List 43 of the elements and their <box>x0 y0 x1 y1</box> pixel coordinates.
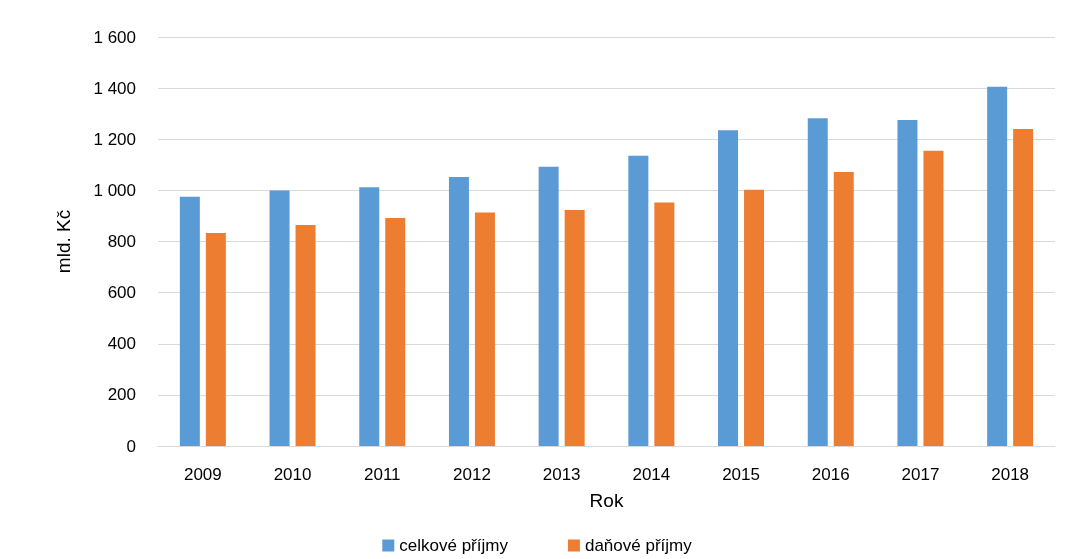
x-tick-label: 2016 <box>811 465 850 484</box>
x-tick-label: 2017 <box>901 465 940 484</box>
bar <box>718 130 739 446</box>
bar <box>448 177 469 446</box>
bar <box>833 171 854 446</box>
bar <box>179 196 200 446</box>
x-axis-title: Rok <box>589 490 624 511</box>
y-tick-label: 400 <box>107 334 136 354</box>
bar <box>807 118 828 446</box>
y-tick-label: 1 400 <box>93 78 136 98</box>
bar <box>359 187 380 446</box>
bar <box>269 190 290 446</box>
bar <box>564 210 585 446</box>
x-tick-label: 2009 <box>183 465 222 484</box>
bar <box>205 233 226 446</box>
bar <box>295 224 316 446</box>
bar <box>385 217 406 446</box>
bar <box>654 202 675 446</box>
legend-label: daňové příjmy <box>584 536 693 555</box>
x-tick-label: 2015 <box>722 465 760 484</box>
y-tick-label: 1 200 <box>93 129 136 149</box>
y-tick-label: 600 <box>107 283 136 303</box>
bar <box>987 86 1008 446</box>
x-tick-label: 2014 <box>632 465 671 484</box>
y-tick-label: 800 <box>107 232 136 251</box>
x-tick-label: 2010 <box>273 465 312 484</box>
x-tick-label: 2012 <box>453 465 491 484</box>
bar <box>923 150 944 446</box>
x-tick-label: 2011 <box>363 465 401 484</box>
y-tick-label: 1 000 <box>93 180 136 200</box>
y-tick-label: 1 600 <box>93 27 136 47</box>
x-tick-label: 2013 <box>542 465 581 484</box>
x-tick-label: 2018 <box>991 465 1030 484</box>
y-axis-title: mld. Kč <box>53 209 74 274</box>
y-tick-label: 200 <box>107 385 136 405</box>
bar <box>897 120 918 446</box>
bar <box>628 155 649 446</box>
bar <box>744 189 765 446</box>
bar <box>538 166 559 446</box>
bar <box>474 212 495 446</box>
bar <box>1013 129 1034 446</box>
legend-label: celkové příjmy <box>399 536 509 555</box>
y-tick-label: 0 <box>126 436 136 456</box>
